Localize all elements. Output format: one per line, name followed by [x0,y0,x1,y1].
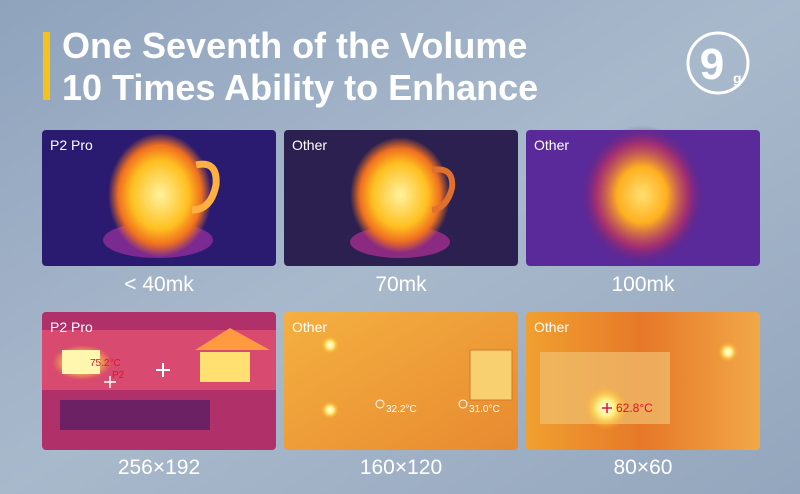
title-line: 10 Times Ability to Enhance [62,67,538,108]
panel-label: Other [292,137,327,153]
reading: 62.8°C [616,401,653,415]
thermal-image [284,312,518,450]
hot-spot [321,401,339,419]
chip [469,349,513,401]
title-line: One Seventh of the Volume [62,25,527,66]
panel: Other 100mk [526,125,760,296]
logo: 9 g [686,31,750,95]
crosshair [602,403,612,413]
cup [108,133,212,257]
reading: 31.0°C [469,404,500,415]
panel-label: Other [534,319,569,335]
hot-spot [718,342,738,362]
cup [580,125,704,265]
cup-handle [431,166,456,213]
caption: < 40mk [124,273,194,296]
crosshair [156,363,170,377]
hot-chip [62,350,100,374]
logo-number: 9 [700,40,724,89]
cup [350,137,450,253]
logo-unit: g [733,70,742,86]
panel-label: Other [534,137,569,153]
crosshair [375,399,385,409]
panel-label: P2 Pro [50,319,93,335]
panel: Other 70mk [284,130,518,296]
caption: 80×60 [614,456,673,479]
caption: 160×120 [360,456,442,479]
panel: P2 Pro < 40mk [42,130,276,296]
crosshair [458,399,468,409]
cup-handle [191,160,220,214]
reading: 32.2°C [386,404,417,415]
caption: 70mk [375,273,427,296]
panel: P2 Pro 75.2°C P2 256×192 [42,312,276,479]
caption: 100mk [611,273,675,296]
hot-spot [321,336,339,354]
board [60,400,210,430]
caption: 256×192 [118,456,200,479]
panel: Other 32.2°C 31.0°C 160×120 [284,312,518,479]
logo-ring [686,31,750,95]
hot-chip [200,352,250,382]
reading: 75.2°C [90,358,121,369]
crosshair [104,376,116,388]
panel: Other 62.8°C 80×60 [526,312,760,479]
panel-label: Other [292,319,327,335]
reading: P2 [112,370,125,381]
board-shape [195,328,270,350]
panel-label: P2 Pro [50,137,93,153]
accent-bar [43,32,50,100]
